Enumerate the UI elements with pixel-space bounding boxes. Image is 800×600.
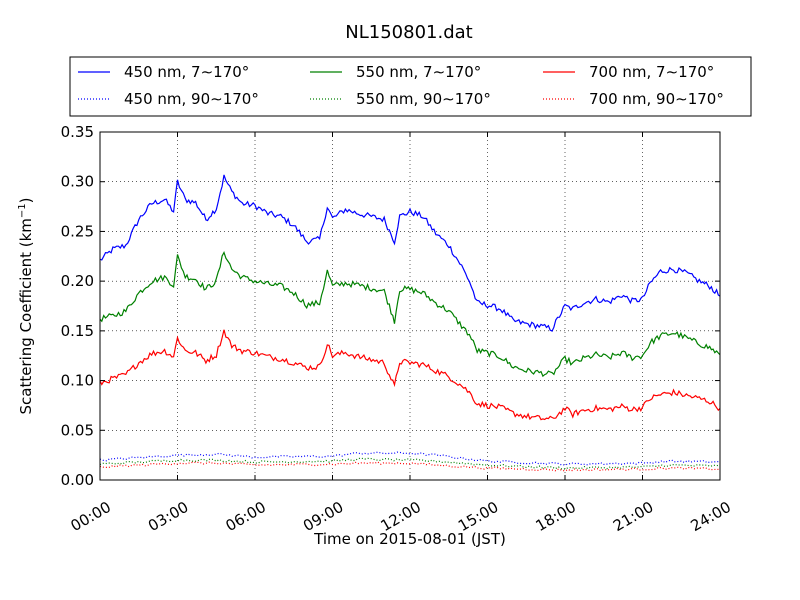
- y-axis-label: Scattering Coefficient (km−1): [17, 197, 35, 414]
- y-tick-label: 0.25: [61, 222, 94, 240]
- y-tick-label: 0.20: [61, 272, 94, 290]
- y-tick-label: 0.00: [61, 471, 94, 489]
- series-line-3: [99, 451, 721, 466]
- grid: [100, 132, 720, 480]
- series-line-2: [99, 329, 721, 421]
- chart-title: NL150801.dat: [345, 22, 472, 43]
- y-tick-label: 0.30: [61, 173, 94, 191]
- y-axis-label-close: ): [17, 197, 35, 203]
- legend-label-5: 700 nm, 90∼170°: [589, 90, 724, 108]
- y-tick-label: 0.05: [61, 421, 94, 439]
- y-axis-label-main: Scattering Coefficient (km: [17, 218, 35, 414]
- legend-label-0: 450 nm, 7∼170°: [124, 63, 249, 81]
- legend-label-3: 450 nm, 90∼170°: [124, 90, 259, 108]
- legend-label-4: 550 nm, 90∼170°: [356, 90, 491, 108]
- ticks: [99, 131, 721, 481]
- series-group: [99, 174, 721, 472]
- y-tick-label: 0.15: [61, 322, 94, 340]
- y-tick-label: 0.35: [61, 123, 94, 141]
- series-line-1: [99, 250, 721, 378]
- x-axis-label: Time on 2015-08-01 (JST): [313, 530, 506, 548]
- y-tick-labels: 0.00 0.05 0.10 0.15 0.20 0.25 0.30 0.35: [61, 123, 94, 489]
- legend-label-1: 550 nm, 7∼170°: [356, 63, 481, 81]
- legend: 450 nm, 7∼170° 550 nm, 7∼170° 700 nm, 7∼17…: [69, 56, 752, 117]
- legend-box: [69, 56, 752, 117]
- series-line-5: [99, 461, 721, 472]
- legend-label-2: 700 nm, 7∼170°: [589, 63, 714, 81]
- y-axis-label-superscript: −1: [17, 203, 28, 218]
- y-tick-label: 0.10: [61, 372, 94, 390]
- series-line-0: [99, 174, 721, 332]
